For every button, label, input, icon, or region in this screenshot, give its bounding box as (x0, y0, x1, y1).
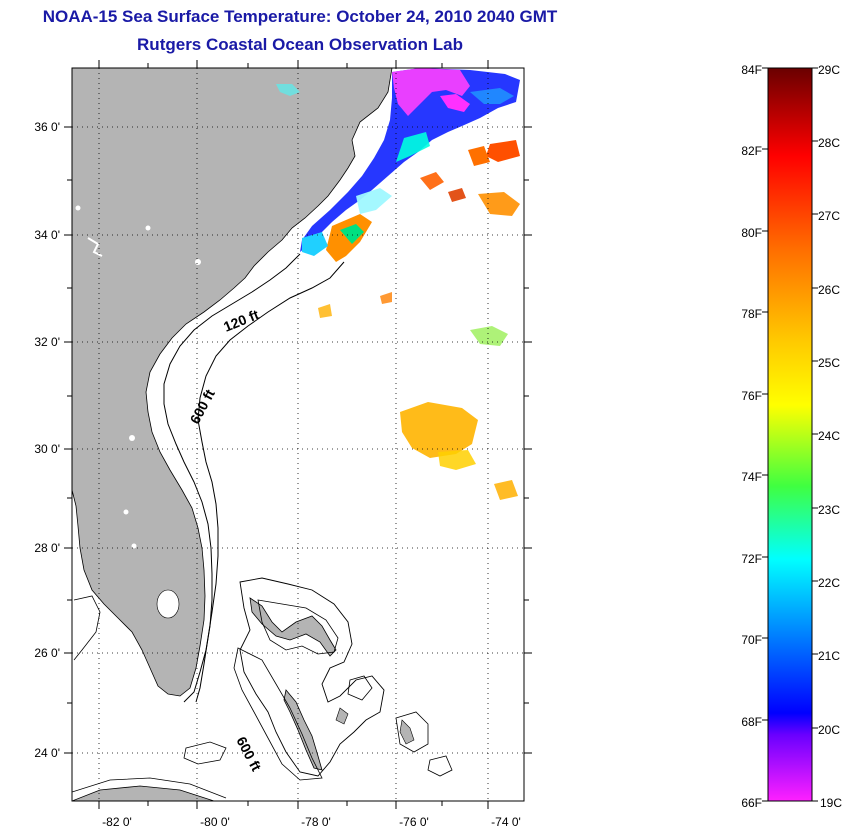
land-lake (75, 205, 81, 211)
colorbar-f-label: 72F (741, 552, 762, 566)
colorbar-f-label: 70F (741, 633, 762, 647)
sst-data-overlay (276, 68, 520, 500)
colorbar-f-label: 74F (741, 470, 762, 484)
land-bahamas-island (335, 707, 349, 725)
lat-labels: 36 0' 34 0' 32 0' 30 0' 28 0' 26 0' 24 0… (34, 120, 60, 760)
colorbar-c-label: 29C (818, 63, 840, 77)
lon-label: -78 0' (301, 815, 331, 829)
lon-label: -76 0' (399, 815, 429, 829)
land-lake (145, 225, 151, 231)
lat-label: 36 0' (34, 120, 60, 134)
colorbar-c-label: 19C (820, 796, 842, 810)
lon-labels: -82 0' -80 0' -78 0' -76 0' -74 0' (102, 815, 521, 829)
colorbar-ticks (762, 67, 818, 802)
colorbar-f-label: 76F (741, 389, 762, 403)
land-lake (123, 509, 129, 515)
lat-label: 24 0' (34, 746, 60, 760)
colorbar-f-label: 84F (741, 63, 762, 77)
lat-label: 34 0' (34, 228, 60, 242)
lon-label: -74 0' (491, 815, 521, 829)
land-lake (131, 543, 137, 549)
colorbar-c-label: 28C (818, 136, 840, 150)
land-bahamas-island (399, 719, 415, 745)
lat-label: 28 0' (34, 541, 60, 555)
colorbar-f-label: 78F (741, 307, 762, 321)
map-ticks (64, 60, 532, 809)
contour-600ft (195, 261, 345, 703)
land-bahamas-north (249, 597, 337, 657)
colorbar-c-label: 23C (818, 503, 840, 517)
colorbar-gradient (767, 67, 813, 802)
colorbar-f-label: 80F (741, 226, 762, 240)
map-grid (72, 68, 524, 801)
contour-islands-small (183, 741, 227, 765)
lon-label: -82 0' (102, 815, 132, 829)
contour-islands-east (395, 711, 429, 753)
contour-bahamas-south (233, 647, 323, 781)
colorbar-f-label: 66F (741, 796, 762, 810)
colorbar-c-label: 22C (818, 576, 840, 590)
land-lake (195, 259, 201, 265)
colorbar-c-label: 24C (818, 429, 840, 443)
colorbar-c-label: 21C (818, 649, 840, 663)
colorbar-c-label: 20C (818, 723, 840, 737)
lat-label: 26 0' (34, 646, 60, 660)
colorbar-c-label: 25C (818, 356, 840, 370)
colorbar: 84F 82F 80F 78F 76F 74F 72F 70F 68F 66F … (741, 63, 842, 810)
map-subtitle: Rutgers Coastal Ocean Observation Lab (137, 35, 463, 54)
colorbar-c-label: 27C (818, 209, 840, 223)
map-title: NOAA-15 Sea Surface Temperature: October… (42, 7, 558, 26)
lake-okeechobee (156, 589, 180, 619)
land-cuba (72, 785, 215, 801)
land-mainland (72, 68, 393, 697)
contour-bahamas-inner (257, 599, 339, 655)
colorbar-f-label: 68F (741, 715, 762, 729)
land-lake (129, 435, 135, 441)
lon-label: -80 0' (200, 815, 230, 829)
contour-bahamas-outer (239, 577, 385, 777)
colorbar-c-labels: 29C 28C 27C 26C 25C 24C 23C 22C 21C 20C … (818, 63, 842, 810)
contour-islands-small (427, 755, 453, 777)
map-panel: 36 0' 34 0' 32 0' 30 0' 28 0' 26 0' 24 0… (34, 60, 532, 829)
contour-islands-small (347, 675, 373, 701)
land-river (87, 237, 103, 257)
lat-label: 30 0' (34, 442, 60, 456)
colorbar-f-labels: 84F 82F 80F 78F 76F 74F 72F 70F 68F 66F (741, 63, 762, 810)
contour-islands-small (73, 595, 101, 661)
contour-cuba (72, 777, 227, 799)
lat-label: 32 0' (34, 335, 60, 349)
colorbar-f-label: 82F (741, 144, 762, 158)
colorbar-c-label: 26C (818, 283, 840, 297)
land-bahamas-andros (283, 689, 323, 771)
